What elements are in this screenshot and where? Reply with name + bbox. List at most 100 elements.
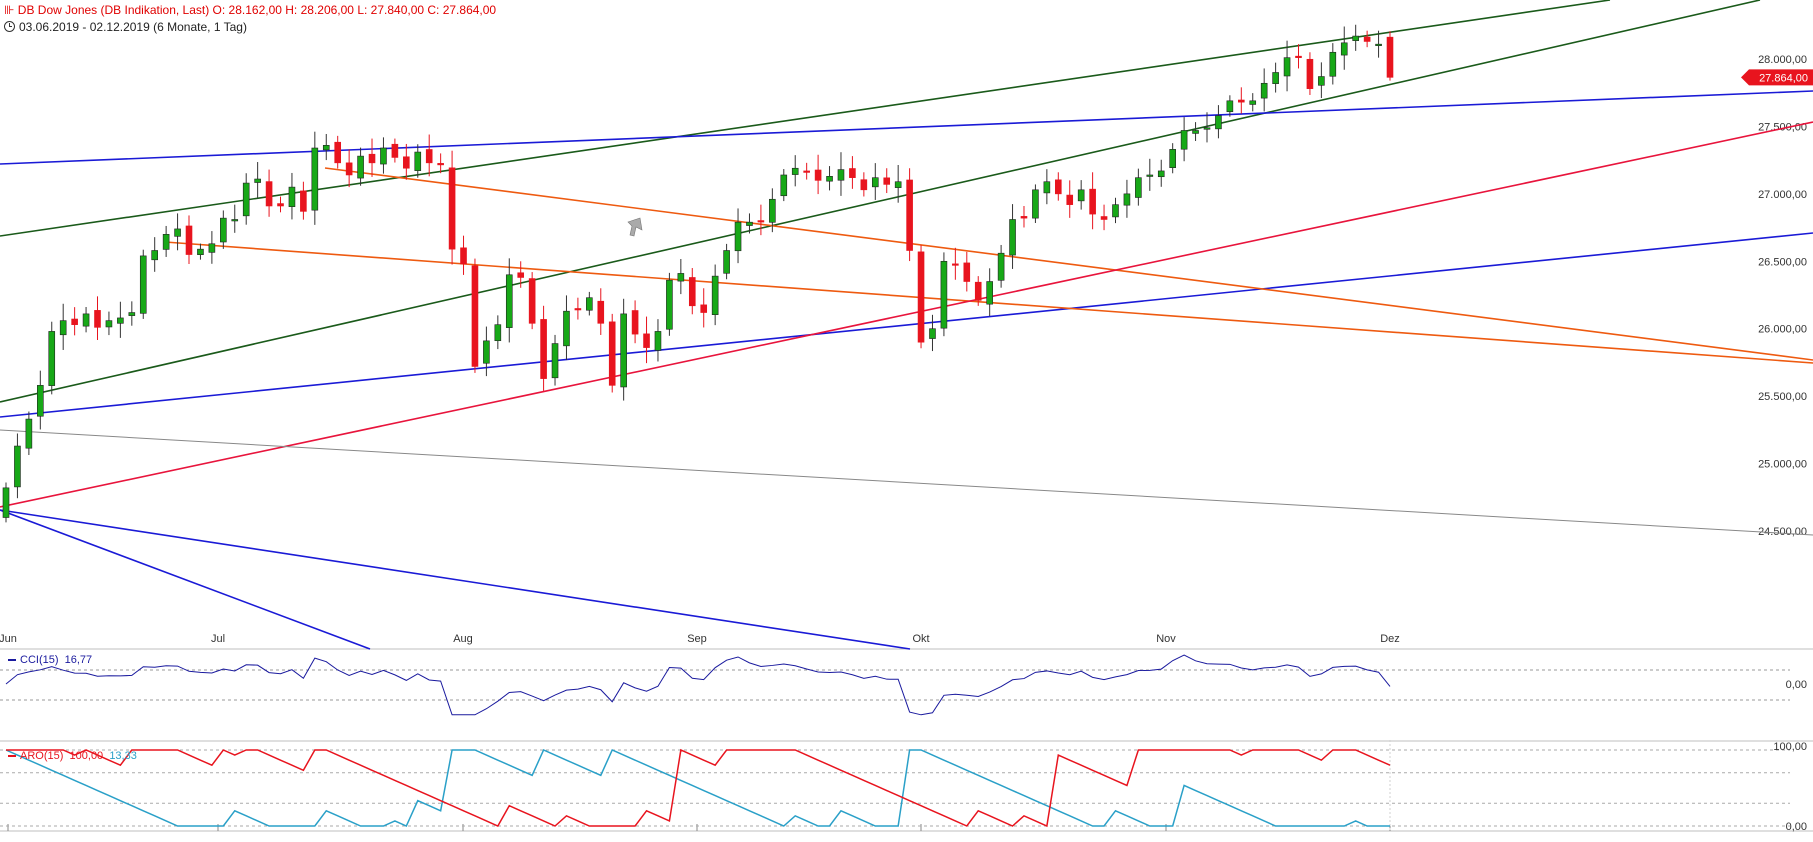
candle [597, 288, 605, 335]
candle-body [563, 310, 570, 347]
candle-body [952, 263, 959, 266]
candle-body [345, 162, 353, 176]
candle [174, 213, 181, 251]
candle-body [1146, 174, 1154, 177]
candle-body [117, 317, 124, 324]
candle-body [963, 262, 971, 282]
candle [643, 316, 650, 364]
aroon-tick-label: 0,00 [1786, 821, 1807, 833]
month-tick-label: Jun [0, 633, 17, 645]
candle-body [1329, 51, 1337, 77]
candle-body [1295, 55, 1302, 58]
candle-body [425, 149, 433, 164]
candle-body [643, 333, 650, 348]
candle-body [1318, 76, 1325, 86]
candle [1318, 62, 1325, 99]
candle [105, 311, 113, 336]
candle [494, 315, 502, 350]
month-tick-label: Aug [453, 633, 473, 645]
trendline-green-lower [0, 0, 1761, 403]
candle-body [757, 220, 765, 223]
candle [1260, 68, 1268, 112]
candle [288, 172, 296, 220]
candle-body [94, 310, 101, 328]
candle [997, 244, 1005, 288]
candle [1306, 52, 1314, 95]
candle-body [917, 251, 925, 343]
candle [220, 210, 227, 249]
candle [59, 303, 67, 350]
candle [1169, 143, 1176, 174]
candle [906, 168, 913, 262]
candle [1123, 179, 1131, 218]
candle-body [460, 247, 467, 265]
candle [1009, 204, 1016, 269]
candle [1375, 30, 1382, 58]
candle-body [414, 151, 422, 171]
candle [608, 313, 616, 393]
candle [162, 225, 170, 257]
candle-body [1340, 42, 1348, 56]
candle [139, 249, 147, 319]
candle [460, 235, 467, 275]
candle [631, 300, 639, 344]
candle [711, 264, 719, 326]
candle [803, 162, 810, 180]
candle [300, 181, 307, 220]
candle [425, 134, 433, 177]
candle-body [494, 324, 502, 342]
bar-chart-icon: ⊪ [4, 3, 15, 17]
chart-title: ⊪ DB Dow Jones (DB Indikation, Last) O: … [4, 3, 496, 17]
candle-body [1375, 43, 1382, 46]
candle-body [1283, 57, 1291, 77]
cci-legend[interactable]: CCI(15) 16,77 [8, 654, 92, 666]
candle-body [540, 319, 547, 379]
candle-body [666, 279, 673, 330]
cci-line [5, 654, 1391, 716]
candle-body [517, 272, 525, 278]
candle [1283, 40, 1291, 92]
trendline-blue-lower-a [0, 509, 371, 650]
candle [551, 334, 559, 386]
candle-body [208, 243, 216, 253]
candle-body [59, 320, 67, 336]
month-tick-label: Dez [1380, 633, 1400, 645]
candle [654, 319, 662, 362]
month-tick-label: Okt [912, 633, 929, 645]
clock-icon [4, 21, 15, 32]
candle [1249, 93, 1257, 112]
candle [368, 138, 376, 177]
date-range-label: 03.06.2019 - 02.12.2019 (6 Monate, 1 Tag… [19, 20, 247, 34]
last-price-label: 27.864,00 [1759, 72, 1808, 84]
aroon-legend[interactable]: ARO(15) 100,00 13,33 [8, 750, 137, 762]
candle [82, 307, 90, 333]
cci-value: 16,77 [64, 654, 93, 666]
candle-body [940, 260, 948, 329]
candle-body [1157, 170, 1165, 178]
month-tick-label: Sep [687, 633, 707, 645]
candle [974, 276, 982, 306]
candle [448, 150, 456, 265]
price-tick-label: 25.500,00 [1758, 391, 1807, 403]
candle-body [1192, 130, 1199, 134]
candle [586, 291, 593, 316]
candle-body [437, 163, 444, 166]
candle-body [37, 385, 44, 417]
candle-body [1020, 216, 1028, 219]
candle [391, 138, 399, 163]
candle [666, 272, 673, 336]
candle [25, 411, 33, 455]
candle [1146, 158, 1154, 191]
candle-body [139, 255, 147, 314]
candle [277, 196, 284, 213]
candle [483, 326, 490, 377]
candle-body [586, 297, 593, 311]
candle-body [311, 147, 319, 211]
candle [37, 370, 44, 430]
candle-body [837, 169, 845, 181]
candle-body [174, 228, 181, 237]
candle-body [1238, 99, 1245, 103]
candle [1020, 205, 1028, 228]
candle-body [723, 250, 730, 274]
